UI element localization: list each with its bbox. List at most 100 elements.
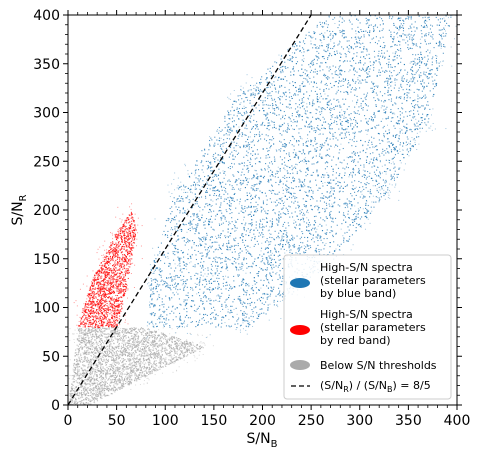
scatter-point — [255, 177, 257, 179]
scatter-point — [445, 33, 447, 35]
scatter-point — [237, 242, 239, 245]
scatter-point — [256, 183, 258, 185]
scatter-point — [439, 41, 441, 43]
scatter-point — [221, 148, 223, 150]
scatter-point — [399, 114, 401, 116]
scatter-point — [232, 174, 234, 176]
scatter-point — [312, 192, 314, 194]
scatter-point — [329, 155, 331, 157]
scatter-point — [317, 56, 319, 58]
scatter-point — [354, 94, 356, 96]
scatter-point — [255, 221, 257, 223]
scatter-point — [198, 237, 200, 239]
scatter-point — [254, 280, 256, 282]
scatter-point — [178, 220, 180, 222]
scatter-point — [278, 215, 280, 217]
scatter-point — [296, 197, 298, 199]
scatter-point — [323, 201, 326, 203]
scatter-point — [256, 299, 259, 301]
scatter-point — [218, 277, 220, 280]
scatter-point — [215, 326, 217, 328]
scatter-point — [198, 232, 200, 234]
scatter-point — [403, 116, 405, 118]
scatter-point — [331, 108, 333, 110]
scatter-point — [393, 70, 395, 72]
scatter-point — [359, 186, 361, 188]
scatter-point — [371, 87, 373, 89]
scatter-point — [329, 192, 331, 194]
scatter-point — [443, 28, 445, 30]
scatter-point — [358, 168, 360, 170]
scatter-point — [316, 50, 318, 53]
scatter-point — [428, 43, 430, 45]
scatter-point — [183, 320, 185, 322]
scatter-point — [189, 222, 191, 224]
scatter-point — [313, 241, 315, 243]
scatter-point — [208, 203, 210, 205]
scatter-point — [377, 166, 379, 168]
scatter-point — [337, 167, 340, 169]
scatter-point — [419, 47, 421, 49]
scatter-point — [269, 92, 271, 94]
scatter-point — [390, 34, 392, 36]
scatter-point — [266, 240, 268, 242]
scatter-point — [367, 73, 369, 75]
scatter-point — [304, 159, 306, 161]
scatter-point — [352, 188, 354, 190]
scatter-point — [326, 30, 328, 32]
scatter-point — [215, 317, 217, 319]
scatter-point — [412, 80, 414, 82]
scatter-point — [304, 185, 306, 187]
scatter-point — [227, 249, 229, 251]
scatter-point — [274, 61, 276, 63]
scatter-point — [315, 82, 318, 84]
scatter-point — [260, 124, 262, 126]
scatter-point — [242, 312, 244, 315]
scatter-point — [298, 178, 300, 180]
scatter-point — [217, 234, 219, 236]
scatter-point — [333, 202, 335, 204]
scatter-point — [282, 293, 284, 296]
scatter-point — [374, 126, 376, 128]
scatter-point — [176, 209, 179, 211]
scatter-point — [275, 173, 277, 175]
scatter-point — [400, 23, 402, 25]
scatter-point — [274, 87, 276, 89]
scatter-point — [265, 277, 268, 279]
scatter-point — [430, 69, 432, 71]
scatter-point — [420, 75, 422, 77]
scatter-point — [315, 251, 317, 253]
scatter-point — [318, 128, 320, 130]
scatter-point — [373, 113, 375, 116]
scatter-point — [203, 269, 205, 271]
scatter-point — [240, 284, 242, 286]
scatter-point — [305, 206, 307, 208]
scatter-point — [321, 127, 323, 129]
scatter-point — [248, 170, 250, 172]
scatter-point — [280, 72, 282, 74]
scatter-point — [338, 66, 340, 68]
scatter-point — [217, 178, 219, 180]
scatter-point — [229, 132, 231, 134]
scatter-point — [266, 279, 268, 281]
scatter-point — [396, 176, 398, 178]
scatter-point — [352, 79, 354, 81]
scatter-point — [275, 91, 277, 93]
scatter-point — [190, 256, 192, 258]
scatter-point — [350, 88, 352, 90]
scatter-point — [158, 273, 160, 276]
scatter-point — [353, 60, 355, 62]
scatter-point — [299, 247, 301, 249]
scatter-point — [315, 236, 317, 238]
scatter-point — [272, 288, 274, 290]
scatter-point — [312, 47, 314, 49]
scatter-point — [233, 175, 235, 177]
scatter-point — [159, 321, 161, 323]
scatter-point — [220, 219, 222, 221]
scatter-point — [220, 157, 222, 159]
scatter-point — [235, 180, 237, 182]
scatter-point — [369, 172, 371, 174]
scatter-point — [407, 71, 409, 73]
scatter-point — [339, 182, 341, 184]
scatter-point — [350, 113, 352, 115]
